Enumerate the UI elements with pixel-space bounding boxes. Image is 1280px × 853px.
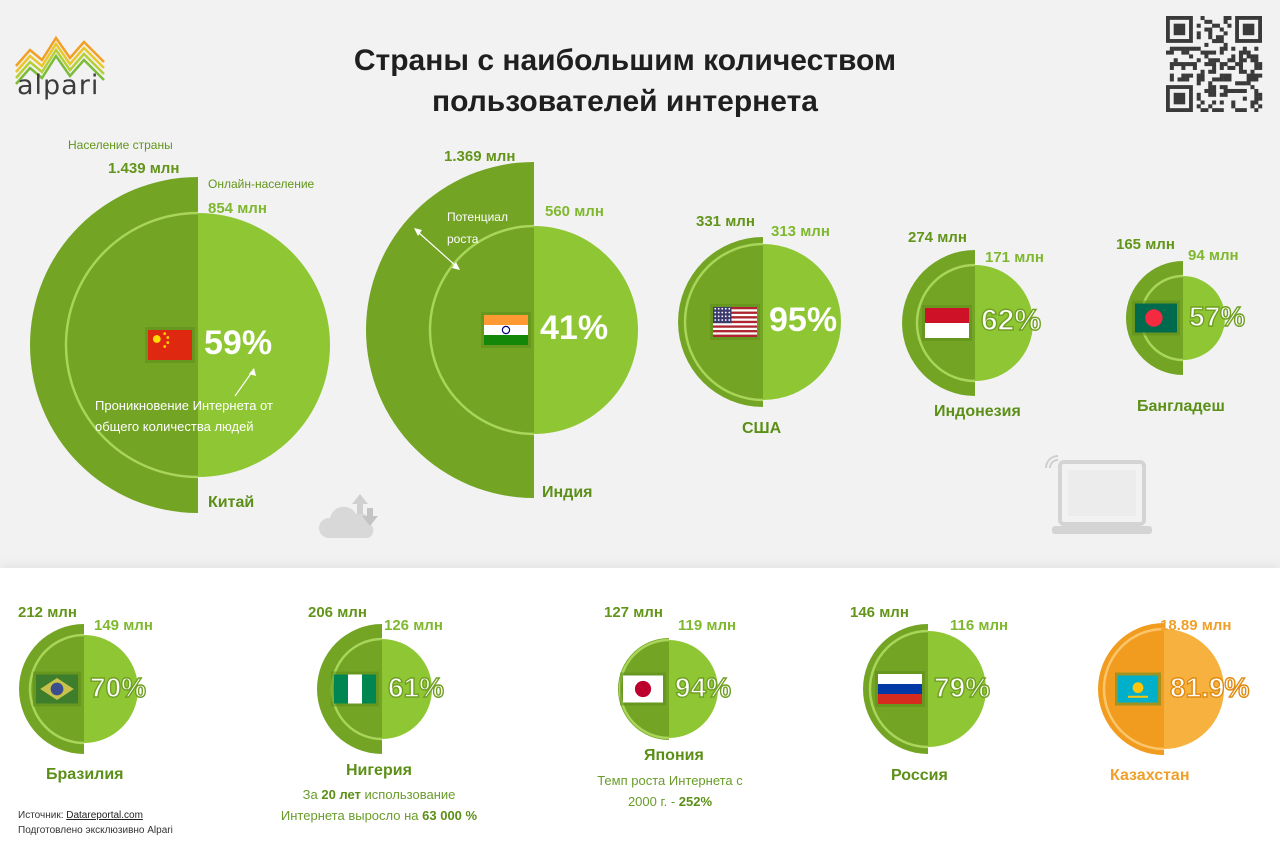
- online-ring: [64, 211, 199, 479]
- online-half: [975, 265, 1033, 381]
- penetration-label: 94%: [674, 671, 732, 703]
- penetration-label: 95%: [769, 300, 838, 339]
- online-ring: [1102, 627, 1165, 751]
- country-name: Россия: [891, 767, 948, 784]
- penetration-label: 70%: [89, 671, 147, 703]
- country-chart-8: [863, 624, 986, 754]
- alpari-logo-icon: [15, 35, 105, 85]
- legend-penetration: Проникновение Интернета от общего количес…: [95, 398, 273, 434]
- population-label: 165 млн: [1116, 236, 1175, 253]
- population-label: 331 млн: [696, 213, 755, 230]
- population-half: [30, 177, 198, 513]
- nigeria-flag-icon: [331, 671, 379, 707]
- population-label: 206 млн: [308, 604, 367, 621]
- population-label: 127 млн: [604, 604, 663, 621]
- country-chart-5: [19, 624, 138, 754]
- penetration-label: 41%: [540, 308, 609, 347]
- population-label: 212 млн: [18, 604, 77, 621]
- online-label: 18.89 млн: [1160, 617, 1232, 634]
- country-name: Нигерия: [346, 762, 412, 779]
- country-name: Китай: [208, 494, 255, 511]
- online-label: 854 млн: [208, 200, 267, 217]
- country-name: Казахстан: [1110, 767, 1190, 784]
- penetration-label: 81.9%: [1169, 671, 1250, 703]
- legend-growth-potential: Потенциал роста: [447, 210, 508, 246]
- penetration-label: 61%: [387, 671, 445, 703]
- source-link[interactable]: Datareportal.com: [66, 810, 143, 821]
- country-chart-9: [1098, 623, 1224, 755]
- kazakhstan-flag-icon: [1115, 672, 1161, 706]
- online-half: [1183, 276, 1225, 360]
- country-name: США: [742, 420, 782, 437]
- online-ring: [28, 633, 85, 745]
- online-half: [763, 244, 841, 400]
- online-half: [928, 631, 986, 747]
- country-name: Индонезия: [934, 403, 1021, 420]
- online-label: 171 млн: [985, 249, 1044, 266]
- country-chart-7: [618, 638, 718, 740]
- country-name: Бразилия: [46, 766, 124, 783]
- country-chart-2: [678, 237, 841, 407]
- country-name: Бангладеш: [1137, 398, 1225, 415]
- online-ring: [915, 263, 976, 383]
- online-label: 149 млн: [94, 617, 153, 634]
- bangladesh-flag-icon: [1132, 300, 1180, 336]
- online-half: [198, 213, 330, 477]
- country-chart-1: [366, 162, 638, 498]
- population-label: 146 млн: [850, 604, 909, 621]
- usa-flag-icon: [710, 304, 760, 340]
- laptop-icon: [1045, 455, 1152, 534]
- population-label: 1.369 млн: [444, 148, 516, 165]
- page-title: Страны с наибольшим количеством пользоват…: [353, 44, 897, 118]
- online-ring: [428, 224, 535, 436]
- online-half: [382, 639, 432, 739]
- online-label: 313 млн: [771, 223, 830, 240]
- penetration-label: 62%: [980, 304, 1042, 338]
- online-half: [1164, 629, 1224, 749]
- source-note: Источник: Datareportal.com Подготовлено …: [18, 810, 173, 836]
- india-flag-icon: [481, 312, 531, 348]
- online-label: 126 млн: [384, 617, 443, 634]
- country-chart-6: [317, 624, 432, 754]
- legend-population: Население страны: [68, 138, 173, 152]
- logo-text: alpari: [17, 70, 100, 101]
- nigeria-note: За 20 лет использование Интернета выросл…: [280, 787, 478, 823]
- online-label: 116 млн: [950, 617, 1009, 634]
- online-half: [669, 640, 718, 738]
- online-label: 94 млн: [1188, 247, 1239, 264]
- population-label: 274 млн: [908, 229, 967, 246]
- online-ring: [683, 242, 764, 402]
- online-ring: [868, 629, 929, 749]
- online-label: 119 млн: [678, 617, 737, 634]
- online-label: 560 млн: [545, 203, 604, 220]
- indonesia-flag-icon: [922, 305, 972, 341]
- online-half: [84, 635, 138, 743]
- penetration-label: 59%: [204, 323, 273, 362]
- growth-arrow: [417, 231, 457, 267]
- cloud-upload-icon: [318, 494, 378, 538]
- country-name: Индия: [542, 484, 593, 501]
- brazil-flag-icon: [33, 671, 81, 707]
- russia-flag-icon: [875, 671, 925, 707]
- china-flag-icon: [145, 327, 195, 363]
- japan-note: Темп роста Интернета с 2000 г. - 252%: [597, 773, 743, 809]
- penetration-label: 79%: [933, 671, 991, 703]
- qr-code-icon: [1166, 16, 1263, 112]
- country-chart-4: [1126, 261, 1225, 375]
- legend-online: Онлайн-население: [208, 177, 315, 191]
- penetration-label: 57%: [1188, 300, 1246, 332]
- country-name: Япония: [644, 747, 704, 764]
- population-label: 1.439 млн: [108, 160, 180, 177]
- penetration-arrow: [234, 371, 253, 397]
- population-half: [366, 162, 534, 498]
- japan-flag-icon: [620, 672, 666, 706]
- country-chart-0: [30, 177, 330, 513]
- country-chart-3: [902, 250, 1033, 396]
- online-half: [534, 226, 638, 434]
